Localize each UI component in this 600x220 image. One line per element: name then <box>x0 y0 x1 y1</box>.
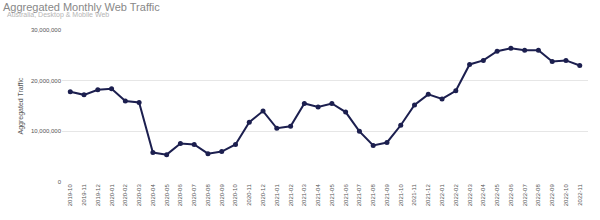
svg-text:2022-08: 2022-08 <box>535 184 541 207</box>
svg-text:2019-11: 2019-11 <box>81 184 87 206</box>
svg-text:2020-06: 2020-06 <box>177 184 183 207</box>
svg-text:2021-04: 2021-04 <box>315 184 321 207</box>
svg-text:2020-09: 2020-09 <box>219 184 225 207</box>
svg-text:2021-11: 2021-11 <box>411 184 417 206</box>
svg-text:2020-07: 2020-07 <box>191 184 197 207</box>
svg-text:2020-12: 2020-12 <box>260 184 266 207</box>
svg-text:2021-03: 2021-03 <box>301 184 307 207</box>
svg-text:2022-05: 2022-05 <box>494 184 500 207</box>
svg-text:2022-04: 2022-04 <box>480 184 486 207</box>
svg-text:2022-09: 2022-09 <box>549 184 555 207</box>
svg-text:2021-01: 2021-01 <box>274 184 280 207</box>
svg-text:Australia, Desktop & Mobile We: Australia, Desktop & Mobile Web <box>7 11 109 19</box>
svg-text:2021-10: 2021-10 <box>398 184 404 207</box>
svg-text:2020-03: 2020-03 <box>136 184 142 207</box>
svg-text:2022-06: 2022-06 <box>508 184 514 207</box>
svg-text:0: 0 <box>58 179 62 185</box>
svg-text:2021-05: 2021-05 <box>329 184 335 207</box>
svg-text:2021-07: 2021-07 <box>356 184 362 207</box>
svg-text:2020-02: 2020-02 <box>122 184 128 207</box>
svg-text:2021-09: 2021-09 <box>384 184 390 207</box>
svg-text:10,000,000: 10,000,000 <box>31 128 62 134</box>
svg-text:2019-10: 2019-10 <box>67 184 73 207</box>
svg-text:20,000,000: 20,000,000 <box>31 78 62 84</box>
svg-text:2020-11: 2020-11 <box>246 184 252 206</box>
svg-text:2022-03: 2022-03 <box>467 184 473 207</box>
svg-text:2020-04: 2020-04 <box>150 184 156 207</box>
svg-text:2022-11: 2022-11 <box>577 184 583 206</box>
svg-text:2019-12: 2019-12 <box>95 184 101 207</box>
svg-text:2021-12: 2021-12 <box>425 184 431 207</box>
svg-text:2021-08: 2021-08 <box>370 184 376 207</box>
svg-text:2022-10: 2022-10 <box>563 184 569 207</box>
svg-text:2020-05: 2020-05 <box>164 184 170 207</box>
svg-text:2021-06: 2021-06 <box>343 184 349 207</box>
svg-text:2021-02: 2021-02 <box>288 184 294 207</box>
svg-text:2022-01: 2022-01 <box>439 184 445 207</box>
svg-text:30,000,000: 30,000,000 <box>31 27 62 33</box>
svg-text:2020-01: 2020-01 <box>109 184 115 207</box>
svg-text:Aggregated Monthly Web Traffic: Aggregated Monthly Web Traffic <box>3 1 160 13</box>
svg-text:2022-07: 2022-07 <box>522 184 528 207</box>
svg-text:2020-10: 2020-10 <box>232 184 238 207</box>
svg-text:2022-02: 2022-02 <box>453 184 459 207</box>
svg-text:Aggregated Traffic: Aggregated Traffic <box>17 77 25 135</box>
svg-text:2020-08: 2020-08 <box>205 184 211 207</box>
